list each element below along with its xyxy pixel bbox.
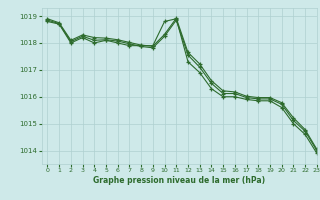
X-axis label: Graphe pression niveau de la mer (hPa): Graphe pression niveau de la mer (hPa): [93, 176, 265, 185]
